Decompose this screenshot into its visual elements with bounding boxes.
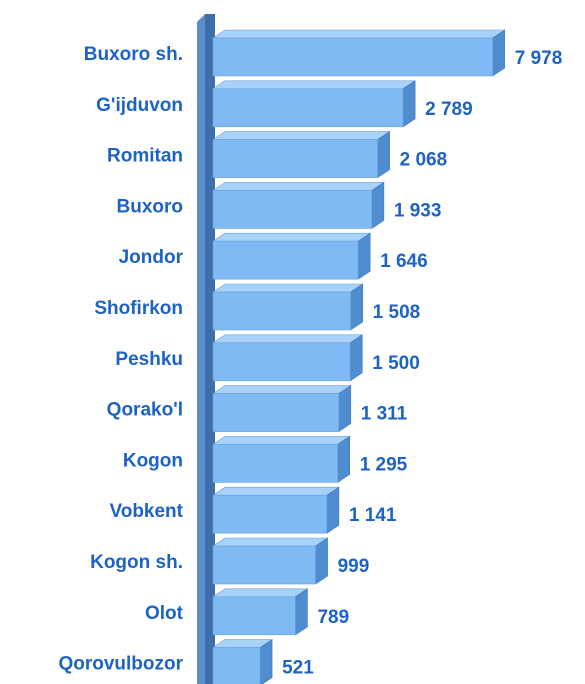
category-label: Olot xyxy=(145,603,184,624)
value-label: 1 646 xyxy=(380,251,428,272)
bar-front xyxy=(212,647,261,684)
bar xyxy=(212,232,372,280)
bar-top xyxy=(212,486,340,496)
bar-front xyxy=(212,444,338,483)
bar-side xyxy=(357,232,371,280)
category-label: Kogon xyxy=(123,450,183,471)
bar-front xyxy=(212,139,378,178)
bar-side xyxy=(337,435,350,483)
value-label: 1 508 xyxy=(373,302,421,323)
bar-front xyxy=(212,190,373,229)
bar-side xyxy=(315,537,328,585)
category-label: Peshku xyxy=(115,349,183,370)
bar-top xyxy=(212,131,391,140)
value-label: 1 311 xyxy=(361,404,408,425)
bar-side xyxy=(295,588,308,636)
category-label: Kogon sh. xyxy=(90,552,183,573)
bar xyxy=(212,486,340,534)
bar-front xyxy=(212,37,494,77)
value-label: 2 789 xyxy=(425,99,473,120)
bar xyxy=(212,588,309,636)
value-label: 1 141 xyxy=(349,505,397,526)
bar-side xyxy=(371,181,385,229)
bar-side xyxy=(259,639,273,684)
bar-top xyxy=(212,283,364,293)
bar-top xyxy=(212,436,351,445)
bar-side xyxy=(349,334,363,382)
category-label: Jondor xyxy=(119,247,184,268)
category-label: Qorovulbozor xyxy=(58,654,183,675)
bar-top xyxy=(212,385,352,394)
bar xyxy=(212,334,364,382)
bar-side xyxy=(326,486,340,534)
value-label: 2 068 xyxy=(400,150,448,171)
bar xyxy=(212,435,351,483)
value-label: 1 295 xyxy=(360,454,408,475)
bar-top xyxy=(212,182,385,191)
value-label: 1 500 xyxy=(372,353,420,374)
value-label: 1 933 xyxy=(394,200,442,221)
value-label: 789 xyxy=(317,607,349,628)
bar-side xyxy=(338,385,352,433)
bar-front xyxy=(212,88,404,128)
bar-side xyxy=(350,283,363,331)
bar xyxy=(212,283,364,331)
category-label: Qorako'l xyxy=(107,400,183,421)
category-label: Buxoro sh. xyxy=(84,44,183,65)
value-label: 999 xyxy=(338,556,370,577)
bar-front xyxy=(212,545,316,585)
bar-side xyxy=(492,29,506,77)
category-label: Romitan xyxy=(107,146,183,167)
bar-front xyxy=(212,240,359,280)
category-label: Buxoro xyxy=(117,196,184,217)
bar-side xyxy=(402,80,416,128)
category-label: Shofirkon xyxy=(94,298,183,319)
bar xyxy=(212,537,329,585)
bar xyxy=(212,639,274,684)
bar-top xyxy=(212,232,372,242)
bar xyxy=(212,80,417,128)
bar xyxy=(212,385,352,433)
value-label: 521 xyxy=(282,658,314,679)
bar xyxy=(212,29,506,77)
bar xyxy=(212,131,391,179)
bar xyxy=(212,181,385,229)
bar-top xyxy=(212,334,364,344)
bar-top xyxy=(212,29,506,39)
value-label: 7 978 xyxy=(515,48,563,69)
category-label: Vobkent xyxy=(109,501,183,522)
category-label: G'ijduvon xyxy=(96,95,183,116)
axis-wall-side xyxy=(205,14,215,684)
bar-front xyxy=(212,291,351,331)
bar-front xyxy=(212,596,296,636)
bar-front xyxy=(212,342,351,382)
bar-front xyxy=(212,393,340,432)
bar-top xyxy=(212,537,329,547)
bar-top xyxy=(212,80,417,90)
bar-top xyxy=(212,588,309,598)
bar-side xyxy=(377,131,390,179)
bar-front xyxy=(212,494,328,534)
